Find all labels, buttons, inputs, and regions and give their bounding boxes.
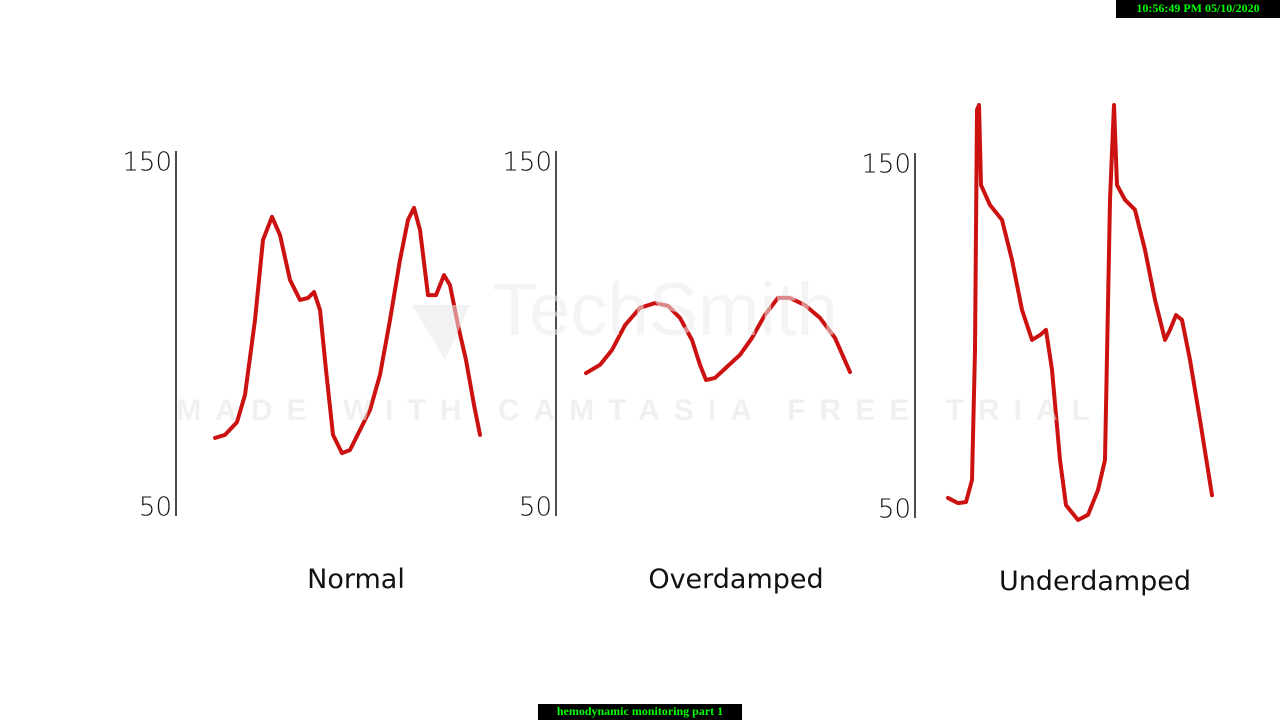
y-tick-label: 50 xyxy=(878,495,911,525)
y-tick-label: 150 xyxy=(122,148,172,178)
x-axis-label: Normal xyxy=(307,564,405,595)
timestamp-box xyxy=(1116,0,1280,18)
watermark: TechSmith MADE WITH CAMTASIA FREE TRIAL xyxy=(176,268,1104,427)
y-tick-label: 50 xyxy=(139,493,172,523)
watermark-text: MADE WITH CAMTASIA FREE TRIAL xyxy=(176,394,1104,427)
watermark-logo: TechSmith xyxy=(492,268,837,351)
caption-box xyxy=(538,704,742,720)
y-tick-label: 150 xyxy=(861,150,911,180)
caption: hemodynamic monitoring part 1 xyxy=(557,704,723,718)
y-tick-label: 150 xyxy=(502,148,552,178)
watermark-icon xyxy=(412,305,470,360)
charts: 50 150 Normal 50 150 Overdamped 50 150 Underdamp… xyxy=(122,102,1214,597)
y-tick-label: 50 xyxy=(519,493,552,523)
waveform xyxy=(946,102,1214,523)
waveform xyxy=(584,295,852,383)
timestamp: 10:56:49 PM 05/10/2020 xyxy=(1136,1,1259,15)
x-axis-label: Overdamped xyxy=(648,564,823,595)
waveform xyxy=(213,205,482,456)
x-axis-label: Underdamped xyxy=(999,566,1191,597)
